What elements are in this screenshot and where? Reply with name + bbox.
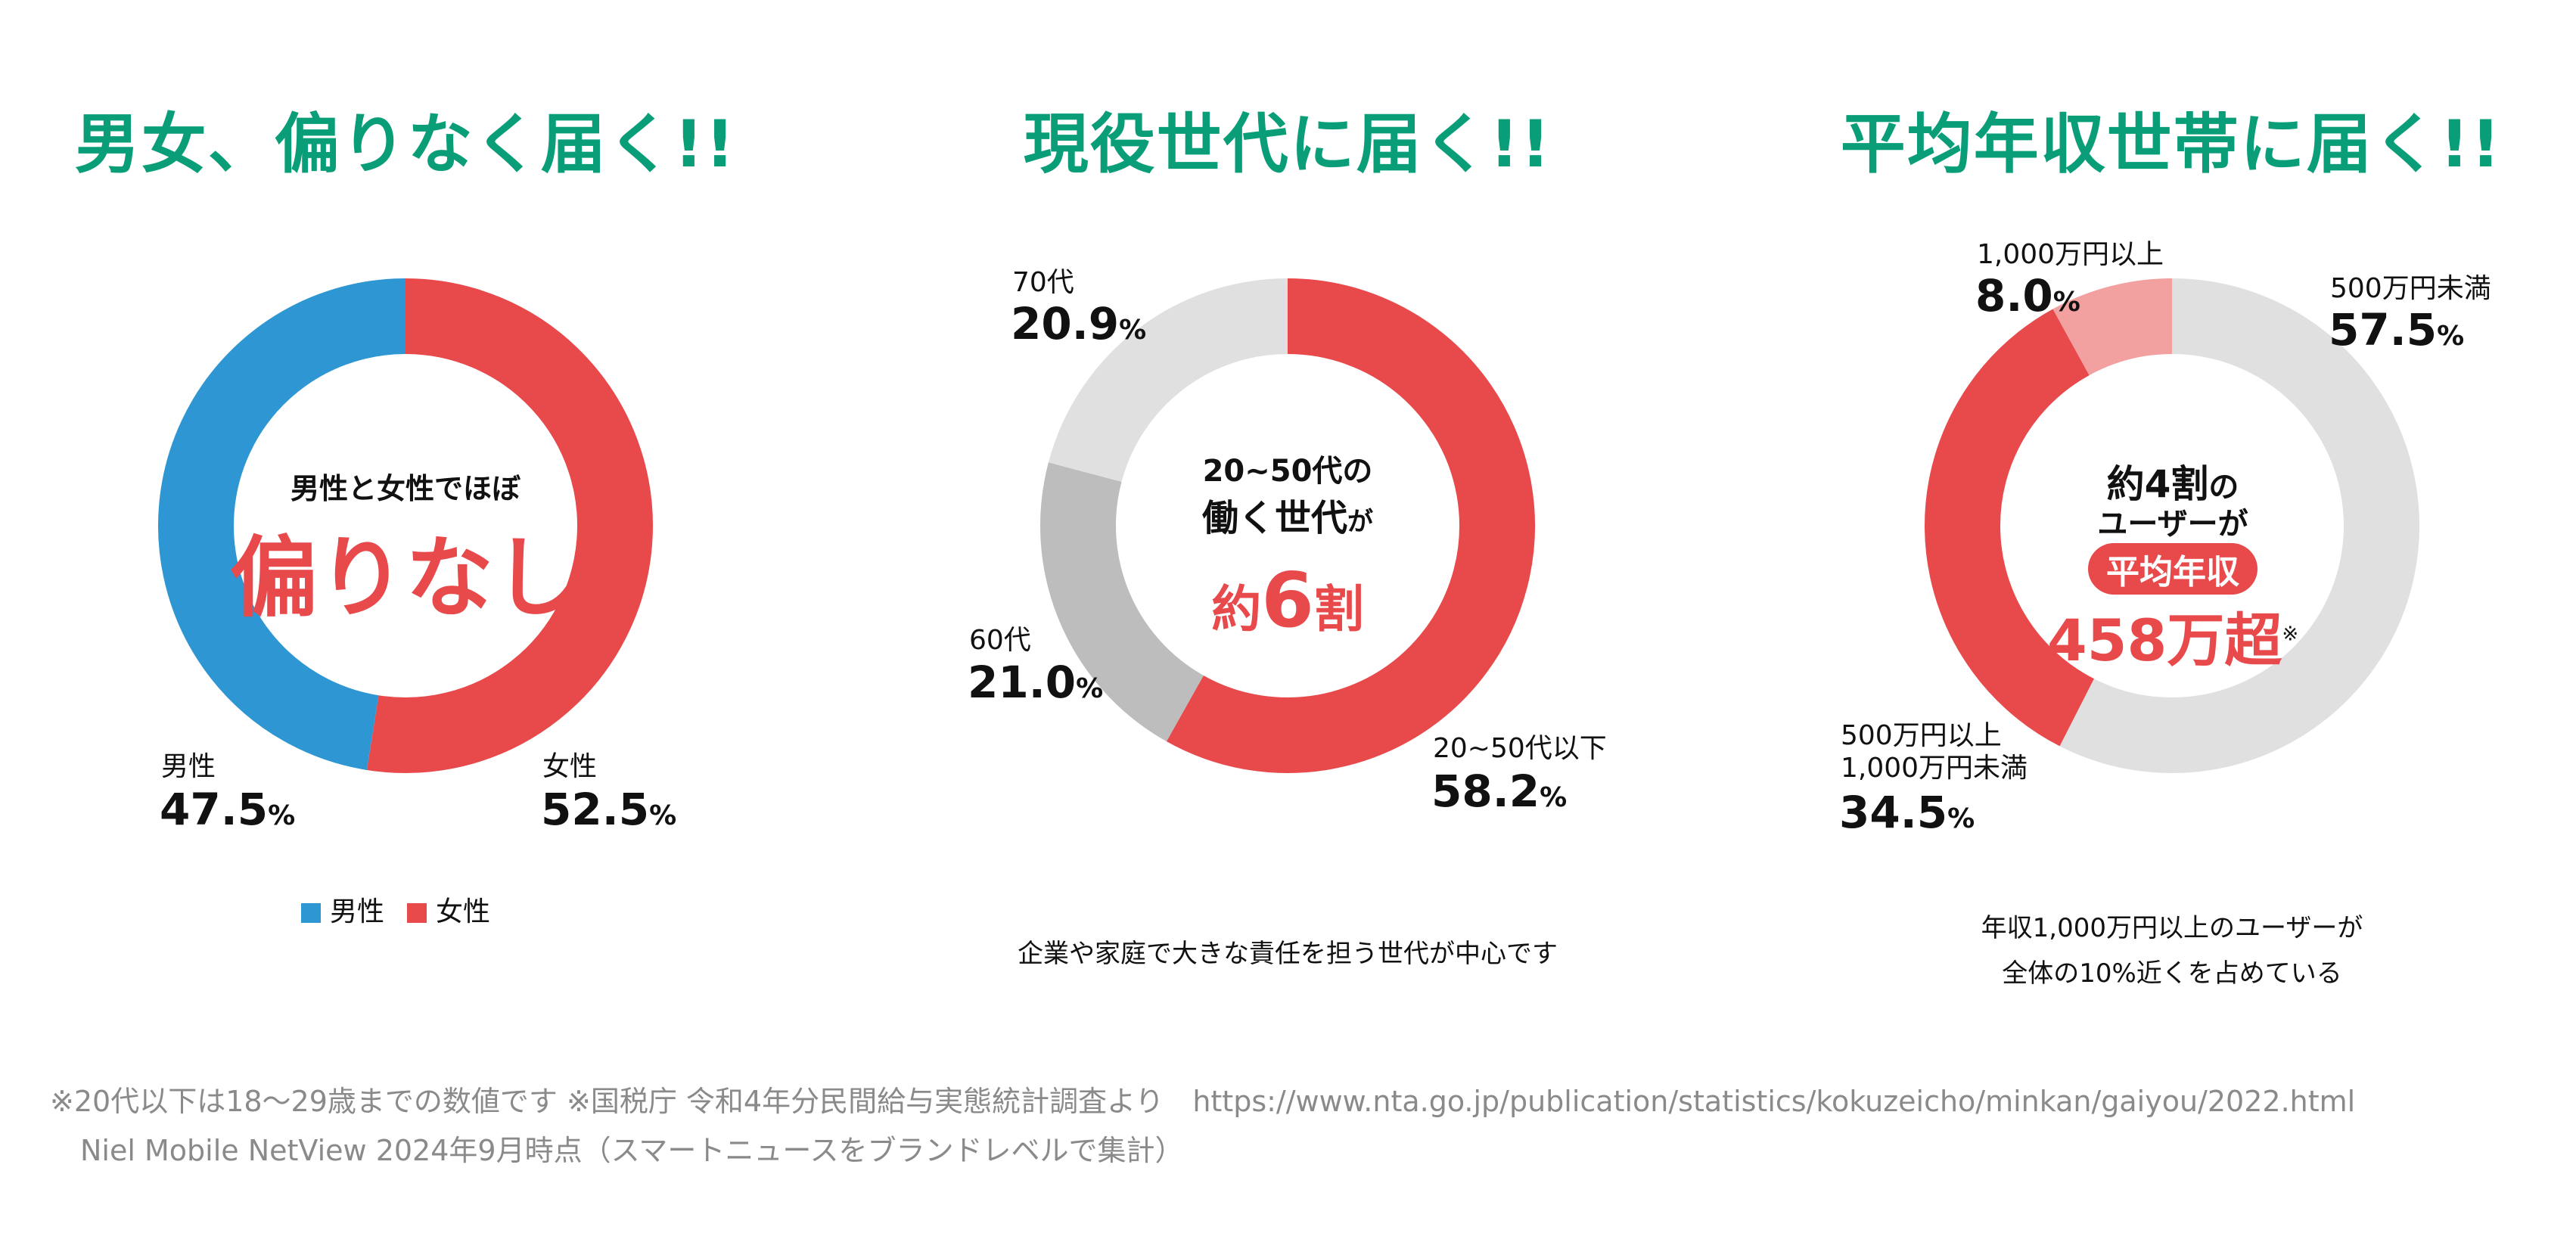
chart3-value-500-1000: 34.5%	[1839, 787, 1975, 838]
chart1-center-line2: 偏りなし	[230, 527, 581, 629]
chart1-center-line1: 男性と女性でほぼ	[290, 472, 520, 505]
chart2-slice-1	[1040, 462, 1204, 742]
chart2-value-60s: 21.0%	[968, 657, 1104, 708]
chart2-label-20-50s: 20~50代以下	[1433, 733, 1607, 764]
legend-item-female: 女性	[407, 890, 490, 929]
chart1-label-male: 男性	[161, 751, 216, 782]
chart2-caption: 企業や家庭で大きな責任を担う世代が中心です	[1018, 939, 1558, 969]
chart3-slice-0	[2059, 278, 2419, 773]
chart1-legend: 男性 女性	[301, 890, 490, 929]
chart1-title: 男女、偏りなく届く!!	[74, 107, 737, 182]
chart3-value-under500: 57.5%	[2329, 304, 2465, 356]
chart1-slice-0	[366, 278, 653, 773]
footnote-line1: ※20代以下は18～29歳までの数値です ※国税庁 令和4年分民間給与実態統計調…	[50, 1085, 2356, 1118]
chart3-slice-1	[1925, 309, 2095, 747]
chart2-center-line2: 働く世代が	[1201, 497, 1373, 539]
chart3-center-line1: 約4割の	[2106, 462, 2239, 506]
chart2-value-20-50s: 58.2%	[1431, 766, 1568, 817]
chart3-label-under500: 500万円未満	[2330, 273, 2491, 304]
legend-swatch-female	[407, 903, 427, 923]
chart3-center-line2: ユーザーが	[2097, 507, 2248, 542]
chart1-value-male: 47.5%	[160, 784, 296, 835]
chart2-center-line3: 約6割	[1211, 556, 1364, 644]
chart3-caption: 年収1,000万円以上のユーザーが 全体の10%近くを占めている	[1981, 913, 2363, 989]
chart1-label-female: 女性	[542, 751, 598, 782]
chart3-label-over1000: 1,000万円以上	[1977, 239, 2164, 270]
chart2-slice-2	[1048, 278, 1288, 483]
legend-swatch-male	[301, 903, 321, 923]
chart3-center-line4: 458万超※	[2046, 607, 2299, 674]
legend-item-male: 男性	[301, 890, 384, 929]
chart2-label-60s: 60代	[969, 625, 1031, 656]
chart3-slice-2	[2052, 278, 2174, 376]
chart2-center-line1: 20~50代の	[1202, 454, 1373, 489]
chart2-value-70s: 20.9%	[1011, 298, 1147, 349]
footnote-line2: Niel Mobile NetView 2024年9月時点（スマートニュースをブ…	[80, 1134, 1184, 1167]
chart3-value-over1000: 8.0%	[1975, 270, 2080, 321]
chart3-center-pill-wrap: 平均年収	[1961, 543, 2385, 595]
chart3-title: 平均年収世帯に届く!!	[1840, 107, 2503, 182]
chart2-slice-0	[1167, 278, 1535, 773]
chart1-slice-1	[158, 278, 406, 770]
chart3-center-pill: 平均年収	[2088, 543, 2257, 595]
chart2-title: 現役世代に届く!!	[1023, 107, 1552, 182]
chart3-label-500-1000: 500万円以上 1,000万円未満	[1841, 720, 2028, 784]
chart2-label-70s: 70代	[1012, 267, 1074, 298]
chart1-value-female: 52.5%	[541, 784, 677, 835]
